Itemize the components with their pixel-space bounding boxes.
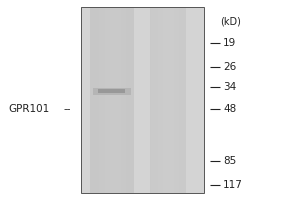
Bar — [180, 7, 181, 193]
Bar — [94, 7, 96, 193]
Bar — [121, 7, 122, 193]
Text: (kD): (kD) — [220, 17, 241, 27]
Bar — [109, 7, 110, 193]
Bar — [119, 7, 121, 193]
Bar — [124, 7, 125, 193]
Bar — [103, 7, 105, 193]
Bar — [173, 7, 174, 193]
Bar — [152, 7, 154, 193]
Text: 117: 117 — [223, 180, 243, 190]
Bar — [93, 88, 131, 95]
Bar — [99, 7, 100, 193]
Text: --: -- — [63, 104, 71, 114]
Bar — [175, 7, 176, 193]
Bar — [158, 7, 160, 193]
Text: 26: 26 — [223, 62, 236, 72]
Bar — [125, 7, 126, 193]
Bar — [161, 7, 162, 193]
Text: 19: 19 — [223, 38, 236, 48]
Bar — [178, 7, 179, 193]
Bar — [157, 7, 158, 193]
Bar — [156, 7, 157, 193]
Bar — [112, 7, 113, 193]
Bar — [96, 7, 98, 193]
Bar — [131, 7, 132, 193]
Bar — [106, 7, 108, 193]
Bar — [150, 7, 186, 193]
Text: 34: 34 — [223, 82, 236, 92]
Bar — [160, 7, 161, 193]
Bar — [129, 7, 131, 193]
Bar — [126, 7, 128, 193]
Bar — [115, 7, 116, 193]
Bar — [164, 7, 166, 193]
Bar — [90, 7, 92, 193]
Bar — [179, 7, 180, 193]
Bar — [122, 7, 124, 193]
Bar — [169, 7, 170, 193]
Bar — [184, 7, 186, 193]
Bar — [163, 7, 164, 193]
Bar — [132, 7, 134, 193]
Bar — [90, 7, 134, 193]
Bar — [172, 7, 173, 193]
Bar — [108, 7, 109, 193]
Text: 48: 48 — [223, 104, 236, 114]
Text: 85: 85 — [223, 156, 236, 166]
Bar — [168, 7, 169, 193]
Bar — [100, 7, 102, 193]
Bar — [150, 7, 151, 193]
Bar — [118, 7, 119, 193]
Bar — [181, 7, 182, 193]
Bar — [98, 89, 125, 93]
Text: GPR101: GPR101 — [8, 104, 50, 114]
Bar — [154, 7, 155, 193]
Bar — [113, 7, 115, 193]
Bar — [155, 7, 156, 193]
Bar — [166, 7, 167, 193]
Bar — [92, 7, 93, 193]
Bar — [105, 7, 106, 193]
Bar — [170, 7, 172, 193]
Bar — [128, 7, 129, 193]
Bar — [151, 7, 152, 193]
Bar — [81, 7, 204, 193]
Bar — [93, 7, 94, 193]
Bar — [102, 7, 103, 193]
Bar — [167, 7, 168, 193]
Bar — [110, 7, 112, 193]
Bar — [183, 7, 184, 193]
Bar — [98, 7, 99, 193]
Bar — [81, 7, 204, 193]
Bar — [162, 7, 163, 193]
Bar — [174, 7, 175, 193]
Bar — [116, 7, 118, 193]
Bar — [182, 7, 183, 193]
Bar — [176, 7, 178, 193]
